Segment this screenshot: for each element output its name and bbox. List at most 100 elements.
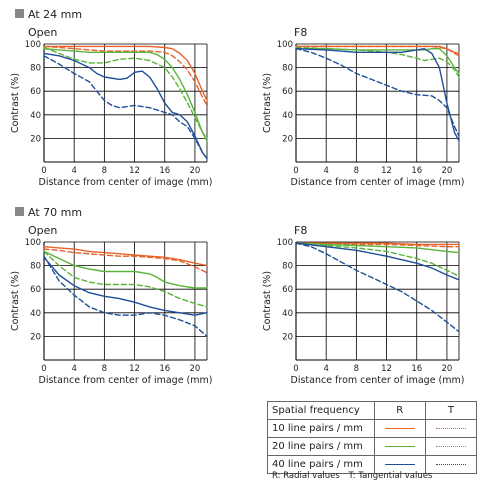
y-tick-label: 60 [282, 87, 293, 97]
legend-swatch-20-r [384, 445, 415, 447]
x-tick-label: 8 [354, 166, 359, 176]
series-line-40-T [43, 255, 208, 338]
y-tick-label: 20 [30, 332, 41, 342]
y-axis-label: Contrast (%) [262, 271, 273, 331]
y-tick-label: 80 [30, 64, 41, 74]
series-line-10-R [295, 242, 460, 246]
chart-title: Open [28, 26, 57, 39]
y-tick-label: 80 [30, 262, 41, 272]
x-tick-label: 0 [41, 364, 46, 374]
y-tick-label: 60 [282, 285, 293, 295]
series-line-40-R [295, 242, 460, 281]
x-axis-label: Distance from center of image (mm) [39, 177, 213, 188]
x-tick-label: 4 [323, 166, 328, 176]
x-tick-label: 12 [129, 364, 140, 374]
series-line-20-T [43, 250, 208, 308]
series-line-20-R [295, 242, 460, 254]
x-axis-label: Distance from center of image (mm) [39, 375, 213, 386]
y-tick-label: 100 [25, 40, 41, 50]
legend-header-label: Spatial frequency [267, 401, 375, 420]
x-tick-label: 4 [323, 364, 328, 374]
footnote-radial: R: Radial values [272, 471, 340, 481]
legend-label-10: 10 line pairs / mm [267, 419, 375, 438]
legend-header-t: T [424, 401, 477, 420]
series-line-20-T [43, 46, 208, 140]
x-tick-label: 8 [102, 364, 107, 374]
series-line-10-T [43, 45, 208, 107]
legend-row-20: 20 line pairs / mm [267, 437, 477, 456]
legend-swatch-10-t [435, 427, 466, 429]
x-tick-label: 16 [159, 364, 170, 374]
header-square-icon [15, 207, 24, 216]
series-line-40-R [295, 48, 460, 142]
series-line-20-T [295, 46, 460, 78]
x-tick-label: 4 [71, 166, 76, 176]
x-tick-label: 16 [411, 166, 422, 176]
chart-0: At 24 mm Open 0 4 8 12 16 20 20 40 60 80 100 Distance… [10, 8, 212, 188]
chart-1: F8 0 4 8 12 16 20 20 40 60 80 100 Distance from cent… [262, 26, 464, 188]
x-tick-label: 20 [442, 364, 453, 374]
y-tick-label: 40 [282, 111, 293, 121]
y-tick-label: 40 [282, 309, 293, 319]
x-tick-label: 12 [129, 166, 140, 176]
y-axis-label: Contrast (%) [10, 271, 21, 331]
series-line-10-T [295, 242, 460, 248]
y-tick-label: 20 [30, 134, 41, 144]
series-line-40-R [43, 256, 208, 316]
legend-swatch-10-r [384, 427, 415, 429]
x-tick-label: 16 [411, 364, 422, 374]
x-tick-label: 20 [190, 364, 201, 374]
series-line-10-T [295, 45, 460, 57]
x-axis-label: Distance from center of image (mm) [291, 177, 465, 188]
chart-2: At 70 mm Open 0 4 8 12 16 20 20 40 60 80 100 Distance… [10, 206, 212, 386]
y-tick-label: 60 [30, 87, 41, 97]
series-line-20-R [43, 48, 208, 142]
series-line-40-T [295, 48, 460, 137]
x-tick-label: 12 [381, 364, 392, 374]
chart-title: F8 [294, 26, 307, 39]
y-tick-label: 20 [282, 332, 293, 342]
series-line-40-R [43, 52, 208, 160]
x-tick-label: 4 [71, 364, 76, 374]
x-axis-label: Distance from center of image (mm) [291, 375, 465, 386]
series-line-40-T [43, 55, 208, 160]
series-line-20-R [43, 250, 208, 289]
y-axis-label: Contrast (%) [262, 73, 273, 133]
footnote: R: Radial values T: Tangential values [272, 471, 438, 481]
legend-header-row: Spatial frequency R T [267, 401, 477, 420]
legend-swatch-40-r [384, 463, 415, 465]
y-tick-label: 40 [30, 309, 41, 319]
series-line-10-R [43, 245, 208, 267]
y-tick-label: 20 [282, 134, 293, 144]
series-line-10-R [43, 45, 208, 102]
x-tick-label: 0 [293, 166, 298, 176]
y-tick-label: 100 [25, 238, 41, 248]
chart-header: At 70 mm [28, 206, 82, 219]
legend-row-10: 10 line pairs / mm [267, 419, 477, 438]
x-tick-label: 16 [159, 166, 170, 176]
x-tick-label: 20 [190, 166, 201, 176]
series-line-40-T [295, 242, 460, 333]
legend-swatch-20-t [435, 445, 466, 447]
footnote-tangential: T: Tangential values [348, 471, 433, 481]
legend-label-20: 20 line pairs / mm [267, 437, 375, 456]
y-tick-label: 100 [277, 238, 293, 248]
y-axis-label: Contrast (%) [10, 73, 21, 133]
y-tick-label: 100 [277, 40, 293, 50]
legend-table: Spatial frequency R T 10 line pairs / mm… [267, 401, 477, 474]
series-line-10-T [43, 248, 208, 274]
x-tick-label: 0 [293, 364, 298, 374]
x-tick-label: 8 [354, 364, 359, 374]
legend-header-r: R [373, 401, 426, 420]
legend-row-40: 40 line pairs / mm [267, 455, 477, 474]
y-tick-label: 80 [282, 262, 293, 272]
chart-3: F8 0 4 8 12 16 20 20 40 60 80 100 Distance from cent… [262, 224, 464, 386]
legend-swatch-40-t [435, 463, 466, 465]
x-tick-label: 8 [102, 166, 107, 176]
header-square-icon [15, 9, 24, 18]
y-tick-label: 40 [30, 111, 41, 121]
x-tick-label: 20 [442, 166, 453, 176]
series-line-20-T [295, 242, 460, 277]
chart-header: At 24 mm [28, 8, 82, 21]
